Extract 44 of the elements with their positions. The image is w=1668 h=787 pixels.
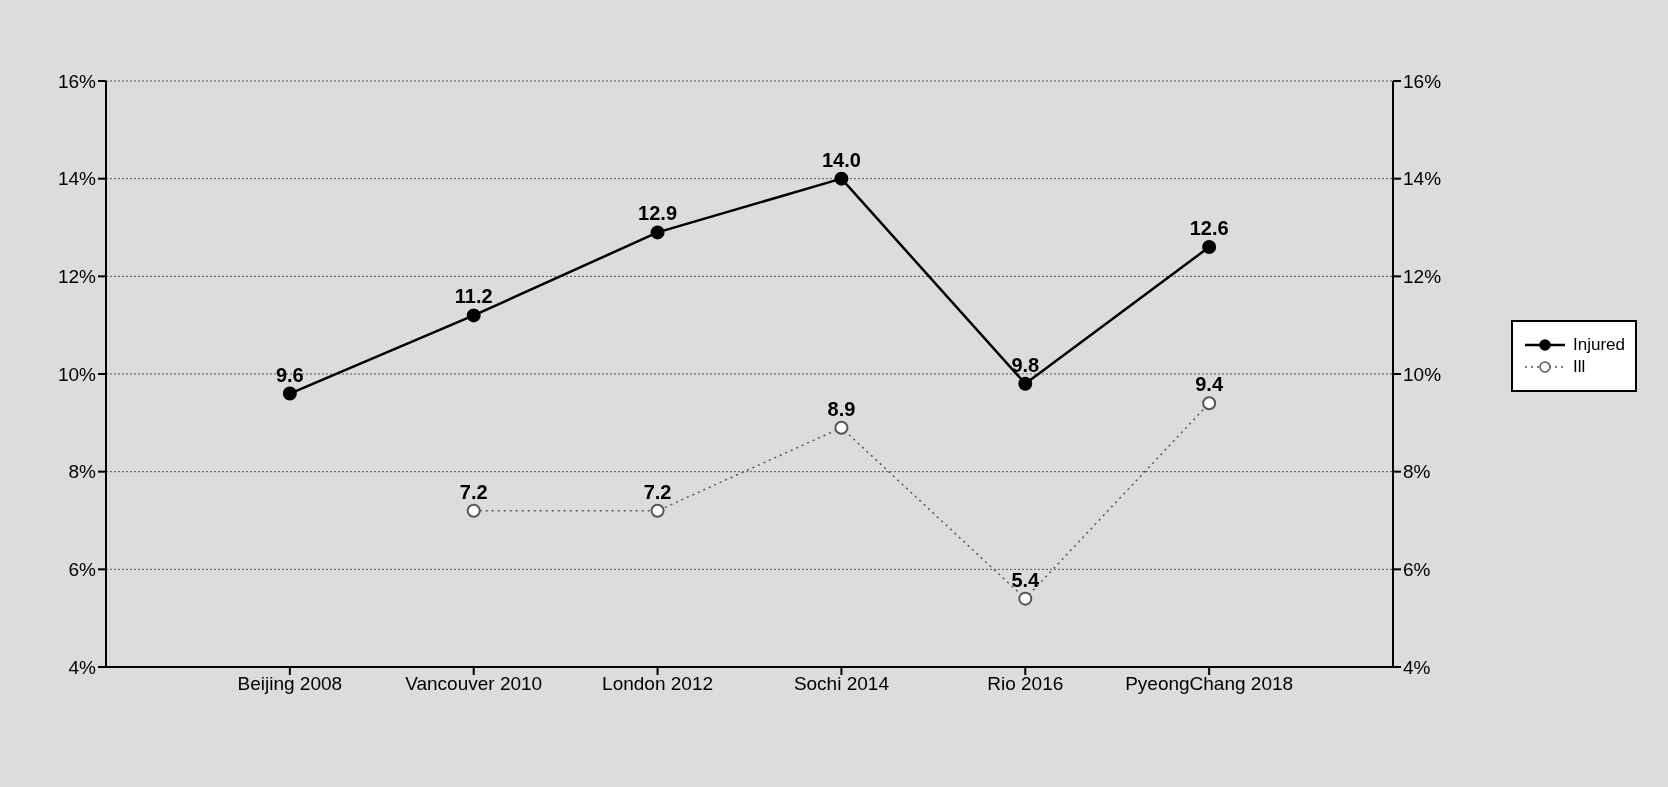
point xyxy=(1018,376,1033,391)
y2-tick-label: 8% xyxy=(1403,461,1431,483)
y2-tick-label: 6% xyxy=(1403,559,1431,581)
point xyxy=(466,308,481,323)
data-label: 9.4 xyxy=(1195,373,1224,396)
legend-label: Injured xyxy=(1573,335,1625,355)
data-label: 9.6 xyxy=(275,363,304,386)
y2-tick-label: 12% xyxy=(1403,266,1442,288)
y-tick-label: 10% xyxy=(57,363,97,385)
point xyxy=(1018,591,1033,606)
y-tick-label: 4% xyxy=(68,656,97,678)
legend-label: Ill xyxy=(1573,357,1586,377)
x-tick-label: Sochi 2014 xyxy=(793,673,890,695)
y2-tick-label: 14% xyxy=(1403,168,1442,190)
y-tick-label: 8% xyxy=(68,461,97,483)
point xyxy=(282,386,297,401)
point xyxy=(650,503,665,518)
x-tick-label: London 2012 xyxy=(602,673,714,695)
y2-tick-label: 16% xyxy=(1403,70,1442,92)
data-label: 8.9 xyxy=(827,397,856,420)
point xyxy=(1202,240,1217,255)
point xyxy=(466,503,481,518)
y2-tick-label: 4% xyxy=(1403,656,1431,678)
point xyxy=(1202,396,1217,411)
point xyxy=(834,171,849,186)
point xyxy=(650,225,665,240)
x-tick-label: Vancouver 2010 xyxy=(405,673,543,695)
data-label: 14.0 xyxy=(821,148,861,171)
data-label: 9.8 xyxy=(1011,353,1040,376)
data-label: 12.9 xyxy=(638,202,678,225)
y-tick-label: 6% xyxy=(68,559,97,581)
point xyxy=(834,420,849,435)
x-tick-label: PyeongChang 2018 xyxy=(1125,673,1294,695)
y-tick-label: 12% xyxy=(57,266,97,288)
data-label: 11.2 xyxy=(454,285,493,308)
data-label: 12.6 xyxy=(1189,217,1229,240)
data-label: 5.4 xyxy=(1011,568,1041,591)
x-tick-label: Beijing 2008 xyxy=(237,673,343,695)
data-label: 7.2 xyxy=(643,480,672,503)
y-tick-label: 14% xyxy=(57,168,97,190)
y2-tick-label: 10% xyxy=(1403,363,1442,385)
y-tick-label: 16% xyxy=(57,70,97,92)
data-label: 7.2 xyxy=(459,480,488,503)
x-tick-label: Rio 2016 xyxy=(987,673,1064,695)
